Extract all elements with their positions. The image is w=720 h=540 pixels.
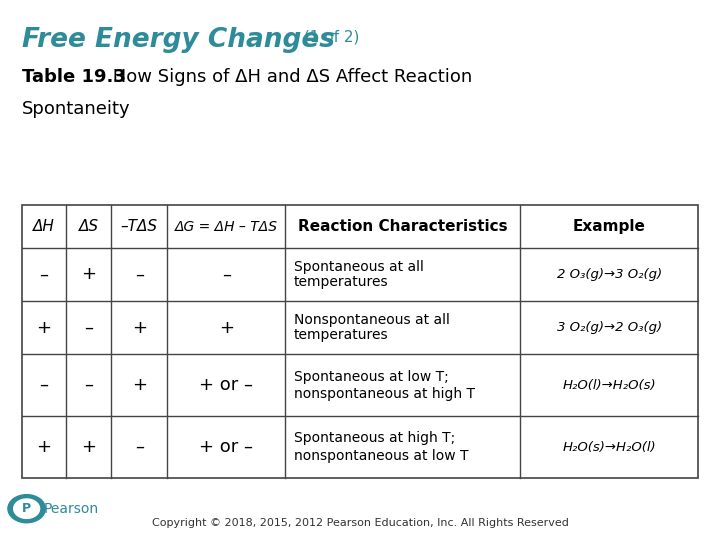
Text: H₂O(s)→H₂O(l): H₂O(s)→H₂O(l) [562, 441, 656, 454]
Text: Spontaneity: Spontaneity [22, 100, 130, 118]
Text: –: – [222, 266, 231, 284]
Text: temperatures: temperatures [294, 328, 388, 342]
Text: (1 of 2): (1 of 2) [299, 30, 359, 45]
Circle shape [14, 499, 40, 518]
Text: Copyright © 2018, 2015, 2012 Pearson Education, Inc. All Rights Reserved: Copyright © 2018, 2015, 2012 Pearson Edu… [152, 518, 568, 528]
Text: Nonspontaneous at all: Nonspontaneous at all [294, 313, 449, 327]
Text: ΔH: ΔH [33, 219, 55, 234]
Text: 3 O₂(g)→2 O₃(g): 3 O₂(g)→2 O₃(g) [557, 321, 662, 334]
Text: 2 O₃(g)→3 O₂(g): 2 O₃(g)→3 O₂(g) [557, 268, 662, 281]
Text: Example: Example [573, 219, 646, 234]
Text: +: + [37, 319, 51, 337]
Text: –: – [135, 266, 143, 284]
Text: +: + [219, 319, 234, 337]
Text: nonspontaneous at low T: nonspontaneous at low T [294, 449, 468, 463]
Text: temperatures: temperatures [294, 275, 388, 289]
Bar [22, 205, 698, 478]
Text: ΔS: ΔS [78, 219, 99, 234]
Text: –: – [135, 438, 143, 456]
Text: +: + [132, 319, 147, 337]
Text: + or –: + or – [199, 376, 253, 394]
Text: –TΔS: –TΔS [121, 219, 158, 234]
Text: –: – [40, 266, 48, 284]
Text: +: + [81, 266, 96, 284]
Text: Free Energy Changes: Free Energy Changes [22, 27, 335, 53]
Text: + or –: + or – [199, 438, 253, 456]
Text: +: + [81, 438, 96, 456]
Text: +: + [132, 376, 147, 394]
Text: Spontaneous at low T;: Spontaneous at low T; [294, 369, 449, 383]
Text: H₂O(l)→H₂O(s): H₂O(l)→H₂O(s) [562, 379, 656, 392]
Text: Reaction Characteristics: Reaction Characteristics [298, 219, 508, 234]
Text: –: – [40, 376, 48, 394]
Text: nonspontaneous at high T: nonspontaneous at high T [294, 387, 474, 401]
Text: –: – [84, 376, 93, 394]
Text: How Signs of ΔH and ΔS Affect Reaction: How Signs of ΔH and ΔS Affect Reaction [107, 68, 472, 85]
Text: ΔG = ΔH – TΔS: ΔG = ΔH – TΔS [175, 219, 278, 233]
Text: P: P [22, 502, 31, 515]
Text: Spontaneous at all: Spontaneous at all [294, 260, 423, 274]
Text: –: – [84, 319, 93, 337]
Text: Spontaneous at high T;: Spontaneous at high T; [294, 431, 455, 446]
Text: Table 19.3: Table 19.3 [22, 68, 125, 85]
Text: +: + [37, 438, 51, 456]
Text: Pearson: Pearson [43, 502, 99, 516]
Circle shape [8, 495, 45, 523]
